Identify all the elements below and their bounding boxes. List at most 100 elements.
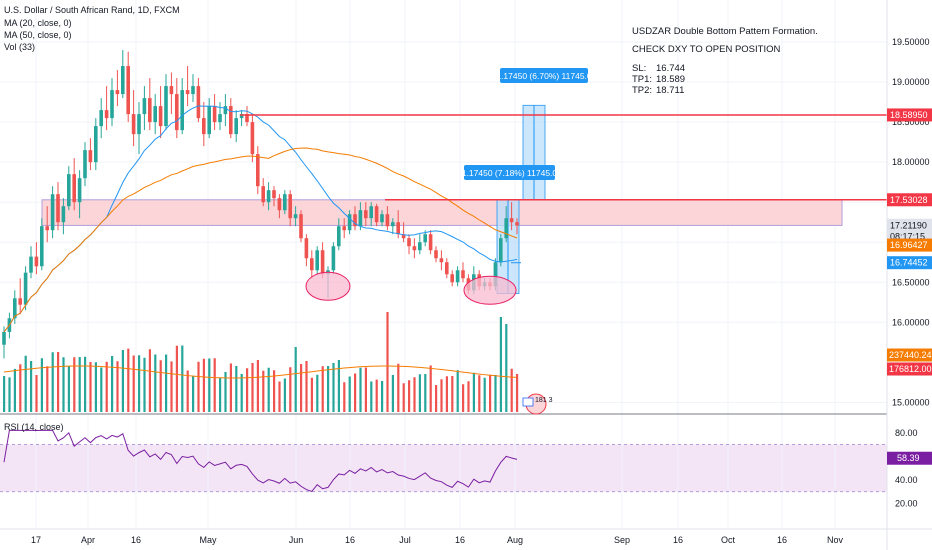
volume-bar (310, 377, 313, 412)
candle-body (212, 106, 217, 123)
volume-bar (240, 374, 243, 412)
price-tag-text: 16.74452 (890, 258, 928, 268)
time-tick-label: Nov (827, 535, 844, 545)
candle-body (396, 222, 400, 235)
vol-legend[interactable]: Vol (33) (4, 42, 35, 52)
volume-bar (381, 381, 384, 412)
volume-bar (332, 363, 335, 412)
volume-bar (472, 372, 475, 412)
candle-body (61, 206, 66, 223)
volume-bar (246, 368, 249, 412)
double-bottom-marker-2[interactable] (463, 275, 517, 305)
candle-body (266, 190, 271, 203)
volume-bar (67, 365, 70, 412)
candle-body (169, 86, 174, 95)
price-tags: 18.58950 17.53028 17.21190 08:17:1516.96427… (887, 108, 932, 465)
candle-body (385, 214, 390, 227)
candle-body (218, 114, 222, 123)
price-tag-text: 08:17:15 (890, 232, 925, 242)
volume-bar (89, 362, 92, 412)
candle-body (142, 98, 147, 115)
candle-body (461, 270, 465, 279)
candle-body (455, 270, 460, 283)
ma50-legend[interactable]: MA (50, close, 0) (4, 30, 72, 40)
time-tick-label: Oct (721, 535, 736, 545)
volume-bar (78, 357, 81, 412)
candle-body (401, 234, 406, 239)
price-tick-label: 15.00000 (892, 397, 930, 407)
candle-body (369, 206, 373, 219)
volume-bar (219, 377, 222, 412)
volume-bar (364, 367, 367, 412)
time-tick-label: 16 (131, 535, 141, 545)
candle-body (277, 198, 282, 211)
volume-bar (57, 352, 60, 412)
measure-label-lower: 1.17450 (7.18%) 11745.0 (462, 165, 558, 180)
candle-body (45, 226, 49, 231)
note-tp1-value: 18.589 (656, 74, 685, 85)
rsi-line (3, 429, 518, 493)
price-tag-text: 16.96427 (890, 240, 928, 250)
volume-bar (483, 377, 486, 412)
candle-body (148, 98, 152, 123)
candle-body (137, 114, 141, 135)
volume-bar (213, 358, 216, 412)
candle-body (110, 90, 114, 119)
measure-label-lower-text: 1.17450 (7.18%) 11745.0 (462, 168, 558, 178)
candle-body (207, 106, 211, 135)
volume-bar (456, 370, 459, 412)
price-tick-label: 19.50000 (892, 37, 930, 47)
volume-bar (424, 374, 427, 412)
rsi-tick-label: 80.00 (895, 428, 918, 438)
time-axis[interactable]: 17 Apr 16 May Jun 16 Jul 16 Aug Sep 16 Oct 16 Nov (31, 535, 844, 545)
candle-body (115, 90, 120, 95)
candle-body (67, 174, 71, 207)
time-tick-label: Aug (507, 535, 523, 545)
volume-bar (499, 317, 502, 412)
double-bottom-marker-1[interactable] (305, 271, 351, 301)
candle-body (83, 150, 87, 179)
volume-bar (197, 361, 200, 412)
time-tick-label: 16 (345, 535, 355, 545)
volume-bar (467, 381, 470, 412)
candle-body (439, 258, 444, 263)
volume-bar (294, 347, 297, 412)
candle-body (72, 174, 76, 203)
candle-body (158, 106, 163, 127)
price-tick-label: 16.50000 (892, 277, 930, 287)
candle-body (347, 214, 352, 231)
support-resistance-zone[interactable] (41, 199, 843, 226)
volume-bar (208, 358, 211, 412)
volume-bar (391, 375, 394, 412)
candle-body (131, 114, 136, 135)
ma20-legend[interactable]: MA (20, close, 0) (4, 18, 72, 28)
volume-bar (397, 363, 400, 412)
volume-bars (3, 312, 519, 412)
candle-body (418, 242, 422, 251)
candle-body (234, 118, 238, 135)
rsi-band (0, 444, 887, 492)
note-action: CHECK DXY TO OPEN POSITION (632, 44, 780, 55)
volume-bar (154, 354, 157, 412)
candle-body (2, 331, 6, 345)
price-tag-bg (887, 238, 932, 252)
volume-bar (462, 384, 465, 412)
candle-body (310, 258, 314, 271)
volume-bar (289, 367, 292, 412)
price-tag-bg (887, 108, 932, 122)
volume-bar (127, 348, 130, 412)
volume-bar (143, 357, 146, 412)
candle-body (283, 194, 287, 211)
rsi-tag-bg (887, 451, 932, 465)
candle-body (423, 234, 427, 243)
candle-body (245, 114, 249, 123)
rsi-legend[interactable]: RSI (14, close) (4, 422, 64, 432)
candle-body (493, 262, 498, 287)
candle-body (256, 154, 260, 187)
volume-bar (316, 374, 319, 412)
candle-body (34, 256, 39, 267)
volume-bar (451, 376, 454, 412)
event-flag-badge[interactable]: 181 3 (522, 393, 553, 415)
candle-body (23, 272, 28, 305)
